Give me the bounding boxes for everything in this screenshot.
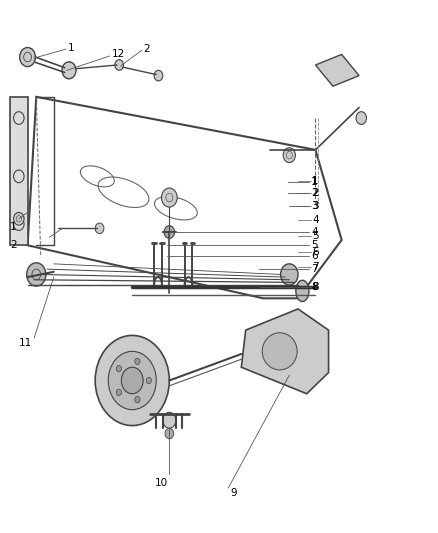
Circle shape <box>164 225 174 238</box>
Circle shape <box>115 60 123 70</box>
Circle shape <box>154 70 162 81</box>
Text: 1: 1 <box>10 222 17 232</box>
Text: 1: 1 <box>67 43 74 53</box>
Circle shape <box>121 367 143 394</box>
Circle shape <box>355 112 366 124</box>
Text: 9: 9 <box>230 488 237 498</box>
Polygon shape <box>315 54 358 86</box>
Text: 5: 5 <box>311 240 317 251</box>
Text: 5: 5 <box>311 231 318 241</box>
Text: 2: 2 <box>311 188 317 198</box>
Text: 12: 12 <box>111 50 124 59</box>
Circle shape <box>134 358 140 365</box>
Text: 4: 4 <box>311 227 317 237</box>
Text: 4: 4 <box>311 215 318 225</box>
Circle shape <box>146 377 151 384</box>
Text: 10: 10 <box>155 478 168 488</box>
Text: 7: 7 <box>311 264 317 274</box>
Circle shape <box>95 223 104 233</box>
Circle shape <box>95 335 169 425</box>
Text: 7: 7 <box>311 262 318 271</box>
Circle shape <box>116 366 121 372</box>
Circle shape <box>165 428 173 439</box>
Text: 6: 6 <box>311 251 317 261</box>
Text: 1: 1 <box>311 175 318 185</box>
Circle shape <box>280 264 297 285</box>
Circle shape <box>62 62 76 79</box>
Text: 3: 3 <box>311 200 317 211</box>
Circle shape <box>20 47 35 67</box>
Circle shape <box>116 389 121 395</box>
Text: 2: 2 <box>143 44 150 54</box>
Circle shape <box>162 413 176 428</box>
Text: 2: 2 <box>311 188 318 198</box>
Text: 2: 2 <box>10 240 17 251</box>
Ellipse shape <box>261 333 297 370</box>
Circle shape <box>161 188 177 207</box>
Ellipse shape <box>295 280 308 302</box>
Polygon shape <box>10 97 28 245</box>
Circle shape <box>27 263 46 286</box>
Text: 3: 3 <box>311 201 318 211</box>
Circle shape <box>14 213 24 225</box>
Text: 8: 8 <box>311 281 318 292</box>
Text: 6: 6 <box>311 247 318 257</box>
Polygon shape <box>241 309 328 394</box>
Circle shape <box>108 351 156 410</box>
Circle shape <box>283 148 295 163</box>
Text: 11: 11 <box>19 338 32 349</box>
Text: 1: 1 <box>311 176 317 187</box>
Circle shape <box>134 397 140 403</box>
Text: 8: 8 <box>311 281 317 292</box>
